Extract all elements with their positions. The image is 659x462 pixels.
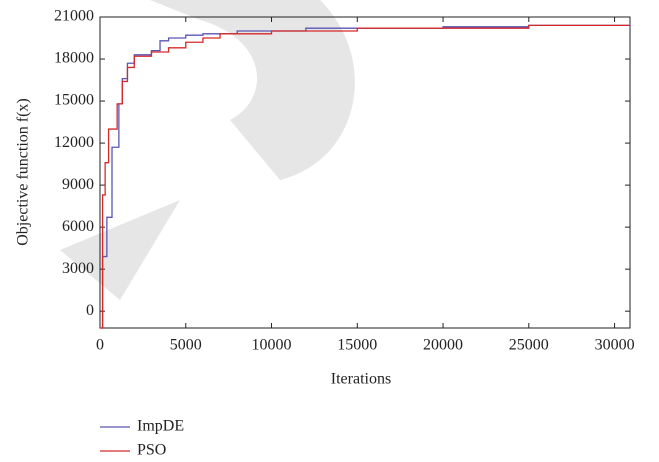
y-tick-label: 3000 (62, 260, 94, 277)
x-tick-label: 15000 (337, 337, 377, 354)
y-tick-label: 0 (86, 302, 94, 319)
legend-label: PSO (137, 442, 166, 459)
x-tick-label: 10000 (252, 337, 292, 354)
x-axis-label: Iterations (331, 371, 391, 388)
y-tick-label: 21000 (54, 8, 94, 25)
x-tick-label: 20000 (423, 337, 463, 354)
x-tick-label: 25000 (509, 337, 549, 354)
x-tick-label: 30000 (595, 337, 635, 354)
legend-label: ImpDE (137, 418, 184, 435)
series-line (100, 24, 631, 329)
x-tick-label: 0 (96, 337, 104, 354)
y-tick-label: 6000 (62, 218, 94, 235)
plot-frame (99, 16, 631, 329)
y-tick-label: 18000 (54, 50, 94, 67)
y-tick-label: 15000 (54, 92, 94, 109)
y-tick-label: 9000 (62, 176, 94, 193)
series-line (100, 24, 630, 329)
y-tick-label: 12000 (54, 134, 94, 151)
y-axis-label: Objective function f(x) (15, 98, 32, 246)
watermark (60, 0, 355, 300)
x-tick-label: 5000 (170, 337, 202, 354)
